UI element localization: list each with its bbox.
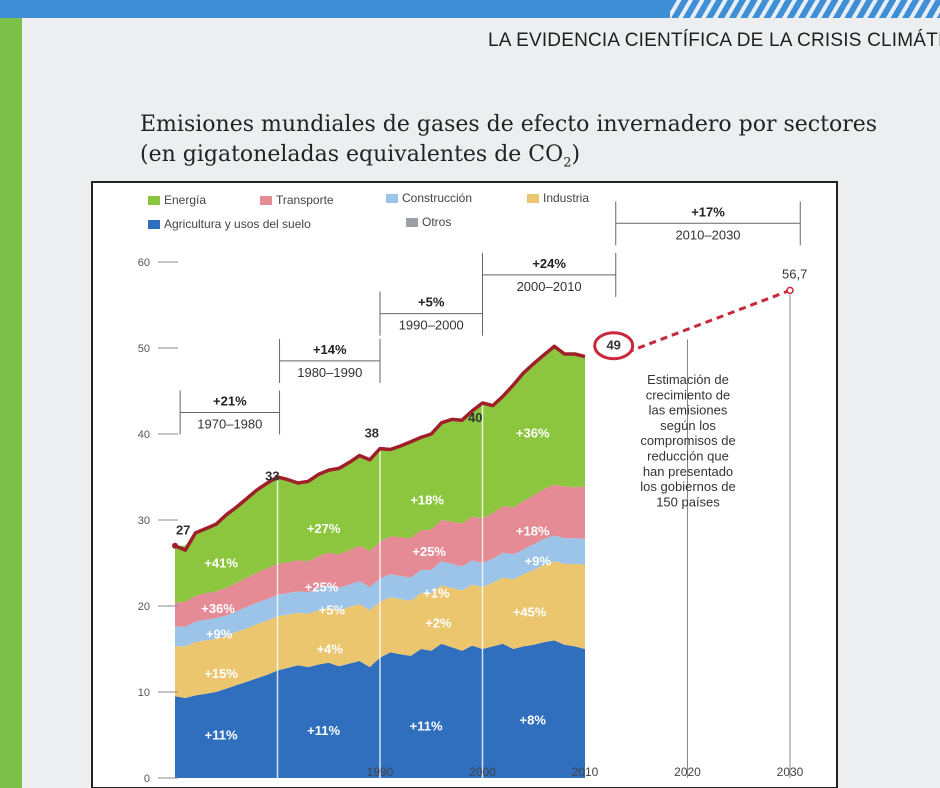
legend-label: Construcción bbox=[402, 191, 472, 205]
projection-value: 56,7 bbox=[782, 266, 807, 281]
x-tick-label: 2000 bbox=[469, 765, 496, 779]
y-tick-label: 60 bbox=[138, 257, 150, 269]
highlight-circle bbox=[593, 331, 635, 361]
area-label: +45% bbox=[513, 604, 547, 619]
slide-left-accent bbox=[0, 18, 22, 788]
annotation-line: 150 países bbox=[656, 494, 720, 509]
chart-title-line-2: (en gigatoneladas equivalentes de CO2) bbox=[140, 140, 877, 178]
area-label: +15% bbox=[204, 666, 238, 681]
annotation-line: crecimiento de bbox=[646, 387, 731, 402]
growth-percent: +14% bbox=[313, 342, 347, 357]
area-label: +41% bbox=[204, 555, 238, 570]
annotation-line: las emisiones bbox=[649, 403, 728, 418]
legend-label: Industria bbox=[543, 191, 589, 205]
chart-title-close: ) bbox=[571, 142, 581, 167]
area-label: +36% bbox=[201, 601, 235, 616]
legend-label: Transporte bbox=[276, 193, 334, 207]
value-label: 27 bbox=[176, 523, 190, 538]
area-label: +11% bbox=[307, 723, 340, 738]
growth-period: 1970–1980 bbox=[197, 417, 262, 432]
chart-title-unit: (en gigatoneladas equivalentes de CO bbox=[140, 142, 564, 167]
area-label: +36% bbox=[516, 425, 550, 440]
area-label: +25% bbox=[412, 544, 446, 559]
legend-swatch bbox=[260, 196, 272, 205]
growth-period: 2000–2010 bbox=[517, 279, 582, 294]
chart-title-subscript: 2 bbox=[563, 155, 572, 171]
area-label: +4% bbox=[317, 641, 344, 656]
value-label: 38 bbox=[365, 425, 379, 440]
area-label: +11% bbox=[410, 719, 443, 734]
legend-label: Otros bbox=[422, 215, 451, 229]
growth-period: 1980–1990 bbox=[297, 365, 362, 380]
legend-label: Agricultura y usos del suelo bbox=[164, 217, 311, 231]
area-label: +5% bbox=[319, 603, 346, 618]
area-label: +27% bbox=[307, 521, 341, 536]
y-tick-label: 50 bbox=[138, 343, 150, 355]
area-label: +9% bbox=[525, 554, 552, 569]
area-label: +2% bbox=[425, 616, 452, 631]
legend-swatch bbox=[386, 194, 398, 203]
annotation-line: compromisos de bbox=[640, 433, 735, 448]
legend-label: Energía bbox=[164, 193, 206, 207]
y-tick-label: 0 bbox=[144, 773, 150, 785]
x-tick-label: 2010 bbox=[572, 765, 599, 779]
area-label: +8% bbox=[520, 713, 547, 728]
legend-swatch bbox=[406, 218, 418, 227]
y-tick-label: 20 bbox=[138, 601, 150, 613]
area-label: +1% bbox=[423, 585, 450, 600]
chart-title: Emisiones mundiales de gases de efecto i… bbox=[140, 110, 877, 178]
growth-percent: +24% bbox=[532, 256, 566, 271]
y-tick-label: 40 bbox=[138, 429, 150, 441]
highlight-value: 49 bbox=[606, 338, 620, 353]
top-bar-stripes bbox=[670, 0, 940, 18]
growth-percent: +21% bbox=[213, 394, 247, 409]
growth-period: 1990–2000 bbox=[399, 318, 464, 333]
area-label: +11% bbox=[205, 727, 238, 742]
value-label: 40 bbox=[468, 410, 482, 425]
area-label: +18% bbox=[410, 493, 444, 508]
area-label: +9% bbox=[206, 627, 233, 642]
slide-header: LA EVIDENCIA CIENTÍFICA DE LA CRISIS CLI… bbox=[488, 30, 940, 51]
annotation-line: han presentado bbox=[643, 464, 733, 479]
legend-swatch bbox=[148, 220, 160, 229]
annotation-line: Estimación de bbox=[647, 372, 729, 387]
y-tick-label: 10 bbox=[138, 687, 150, 699]
x-tick-label: 1990 bbox=[367, 765, 394, 779]
slide-top-bar bbox=[0, 0, 940, 18]
total-emissions-line bbox=[174, 344, 586, 552]
growth-percent: +17% bbox=[691, 204, 725, 219]
legend-swatch bbox=[148, 196, 160, 205]
growth-percent: +5% bbox=[418, 295, 445, 310]
annotation-line: reducción que bbox=[647, 449, 729, 464]
growth-period: 2010–2030 bbox=[675, 227, 740, 242]
annotation-line: según los bbox=[660, 418, 716, 433]
chart-title-line-1: Emisiones mundiales de gases de efecto i… bbox=[140, 112, 878, 137]
value-label: 33 bbox=[265, 468, 279, 483]
y-tick-label: 30 bbox=[138, 515, 150, 527]
projection-endpoint bbox=[786, 286, 794, 295]
area-label: +18% bbox=[516, 523, 550, 538]
legend-swatch bbox=[527, 194, 539, 203]
annotation-line: los gobiernos de bbox=[640, 479, 735, 494]
area-label: +25% bbox=[305, 579, 339, 594]
line-start-point bbox=[172, 542, 178, 549]
